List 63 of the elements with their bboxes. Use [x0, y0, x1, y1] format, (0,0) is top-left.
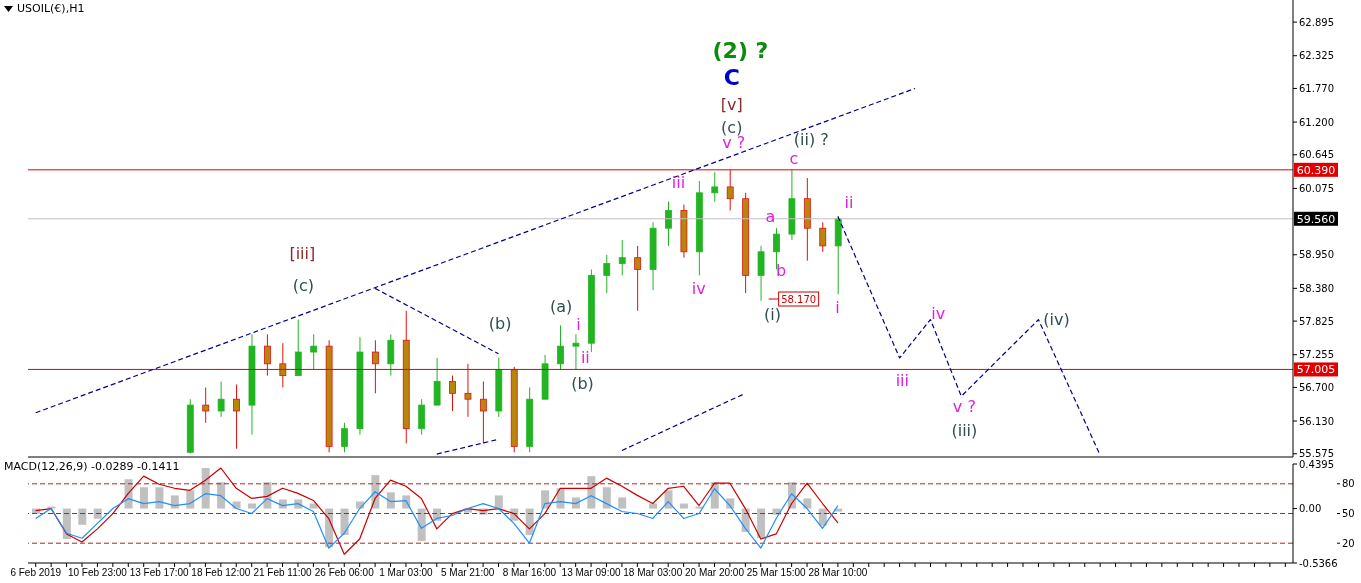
y-tick-label: 55.575: [1299, 448, 1334, 460]
x-tick-label: 6 Feb 2019: [10, 567, 62, 579]
x-tick-label: 5 Mar 21:00: [440, 567, 495, 579]
annotation: v ?: [952, 396, 976, 416]
annotation: iv: [691, 278, 706, 298]
annotation: (b): [571, 373, 594, 393]
x-tick-label: 20 Mar 20:00: [685, 567, 745, 579]
annotation: (b): [488, 313, 512, 333]
annotation: iii: [671, 172, 686, 192]
annotation: (2) ?: [712, 37, 769, 63]
y-tick-label: 60.075: [1299, 182, 1334, 194]
y-tick-label: 62.325: [1299, 50, 1334, 62]
annotation: [v]: [720, 94, 743, 114]
x-tick-label: 13 Feb 17:00: [129, 567, 190, 579]
y-tick-label: 57.825: [1299, 315, 1334, 327]
y-tick-label: 62.895: [1299, 16, 1334, 28]
annotation: ii: [844, 192, 854, 212]
x-tick-label: 18 Mar 03:00: [623, 567, 683, 579]
annotation: iv: [931, 303, 946, 323]
ref-line-label: 59.560: [1296, 212, 1336, 226]
y-tick-label: 61.200: [1299, 116, 1334, 128]
chart-title: MACD(12,26,9) -0.0289 -0.1411: [4, 460, 180, 473]
annotation: c: [789, 148, 799, 168]
annotation: (iv): [1043, 309, 1070, 329]
annotation: i: [835, 297, 840, 317]
y2-tick-label: 50: [1342, 508, 1355, 520]
y-tick-label: 61.770: [1299, 83, 1334, 94]
annotation: C: [723, 64, 740, 90]
y-tick-label: 0.4395: [1299, 458, 1334, 470]
x-tick-label: 18 Feb 12:00: [191, 567, 251, 579]
x-tick-label: 21 Feb 11:00: [253, 567, 313, 579]
y2-tick-label: 80: [1342, 478, 1355, 490]
y-tick-label: 56.700: [1299, 381, 1334, 393]
chart-title: USOIL(€),H1: [17, 2, 85, 15]
annotation: ii: [580, 347, 590, 367]
x-tick-label: 13 Mar 09:00: [561, 567, 621, 579]
y-tick-label: -0.5366: [1299, 557, 1338, 569]
x-tick-label: 10 Feb 23:00: [67, 567, 128, 579]
ref-line-label: 57.005: [1296, 363, 1336, 377]
annotation: iii: [895, 370, 910, 390]
annotation: (i): [763, 304, 781, 324]
annotation: i: [576, 314, 581, 334]
y-tick-label: 58.380: [1299, 282, 1334, 294]
y2-tick-label: 20: [1342, 537, 1355, 549]
y-tick-label: 0.00: [1299, 503, 1322, 515]
annotation: (a): [549, 296, 573, 316]
annotation: 58.170: [781, 294, 817, 305]
y-tick-label: 58.950: [1299, 249, 1334, 261]
y-tick-label: 60.645: [1299, 149, 1334, 161]
y-tick-label: 57.255: [1299, 349, 1334, 361]
y-tick-label: 56.130: [1299, 415, 1334, 427]
x-tick-label: 28 Mar 10:00: [808, 567, 868, 579]
annotation: (ii) ?: [793, 129, 829, 149]
x-tick-label: 25 Mar 15:00: [746, 567, 807, 579]
annotation: (iii): [951, 420, 978, 440]
annotation: [iii]: [289, 243, 316, 263]
ref-line-label: 60.390: [1296, 163, 1336, 177]
annotation: (c): [292, 275, 314, 295]
x-tick-label: 8 Mar 16:00: [502, 567, 557, 579]
x-tick-label: 1 Mar 03:00: [379, 567, 434, 579]
x-tick-label: 26 Feb 06:00: [314, 567, 375, 579]
annotation: b: [776, 260, 787, 280]
annotation: a: [765, 206, 776, 226]
